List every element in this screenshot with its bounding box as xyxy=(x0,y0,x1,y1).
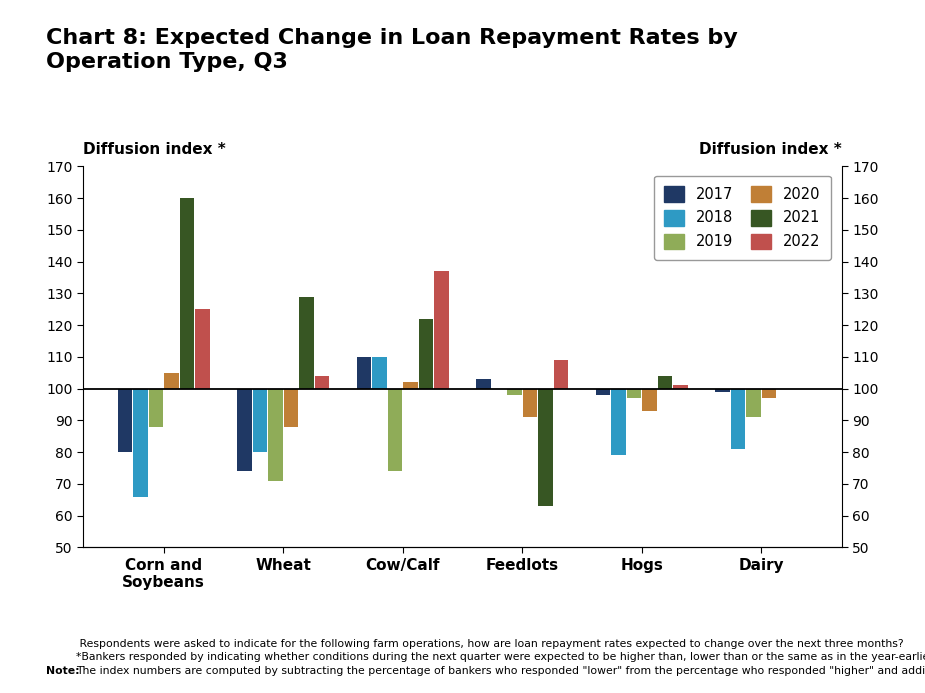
Bar xyxy=(435,271,449,389)
Bar xyxy=(642,389,657,411)
Bar xyxy=(611,389,625,455)
Bar xyxy=(627,389,641,398)
Bar xyxy=(300,297,314,389)
Bar xyxy=(476,379,490,389)
Bar xyxy=(195,309,210,389)
Text: Diffusion index *: Diffusion index * xyxy=(699,142,842,157)
Bar xyxy=(357,357,371,389)
Bar xyxy=(314,376,329,389)
Bar xyxy=(523,389,537,417)
Bar xyxy=(403,383,418,389)
Bar xyxy=(117,389,132,453)
Bar xyxy=(253,389,267,453)
Bar xyxy=(237,389,252,471)
Bar xyxy=(165,373,179,389)
Text: Respondents were asked to indicate for the following farm operations, how are lo: Respondents were asked to indicate for t… xyxy=(76,639,925,676)
Bar xyxy=(731,389,746,449)
Bar xyxy=(538,389,553,506)
Bar xyxy=(507,389,522,395)
Bar xyxy=(658,376,672,389)
Bar xyxy=(179,198,194,389)
Bar xyxy=(715,389,730,392)
Text: Chart 8: Expected Change in Loan Repayment Rates by
Operation Type, Q3: Chart 8: Expected Change in Loan Repayme… xyxy=(46,28,738,71)
Bar xyxy=(388,389,402,471)
Bar xyxy=(596,389,611,395)
Bar xyxy=(149,389,163,427)
Bar xyxy=(762,389,776,398)
Text: Note:: Note: xyxy=(46,666,80,676)
Bar xyxy=(372,357,387,389)
Text: Diffusion index *: Diffusion index * xyxy=(83,142,226,157)
Bar xyxy=(554,360,568,389)
Bar xyxy=(133,389,148,497)
Bar xyxy=(746,389,760,417)
Bar xyxy=(673,385,688,389)
Bar xyxy=(284,389,298,427)
Bar xyxy=(419,319,433,389)
Legend: 2017, 2018, 2019, 2020, 2021, 2022: 2017, 2018, 2019, 2020, 2021, 2022 xyxy=(654,175,831,260)
Bar xyxy=(268,389,283,481)
